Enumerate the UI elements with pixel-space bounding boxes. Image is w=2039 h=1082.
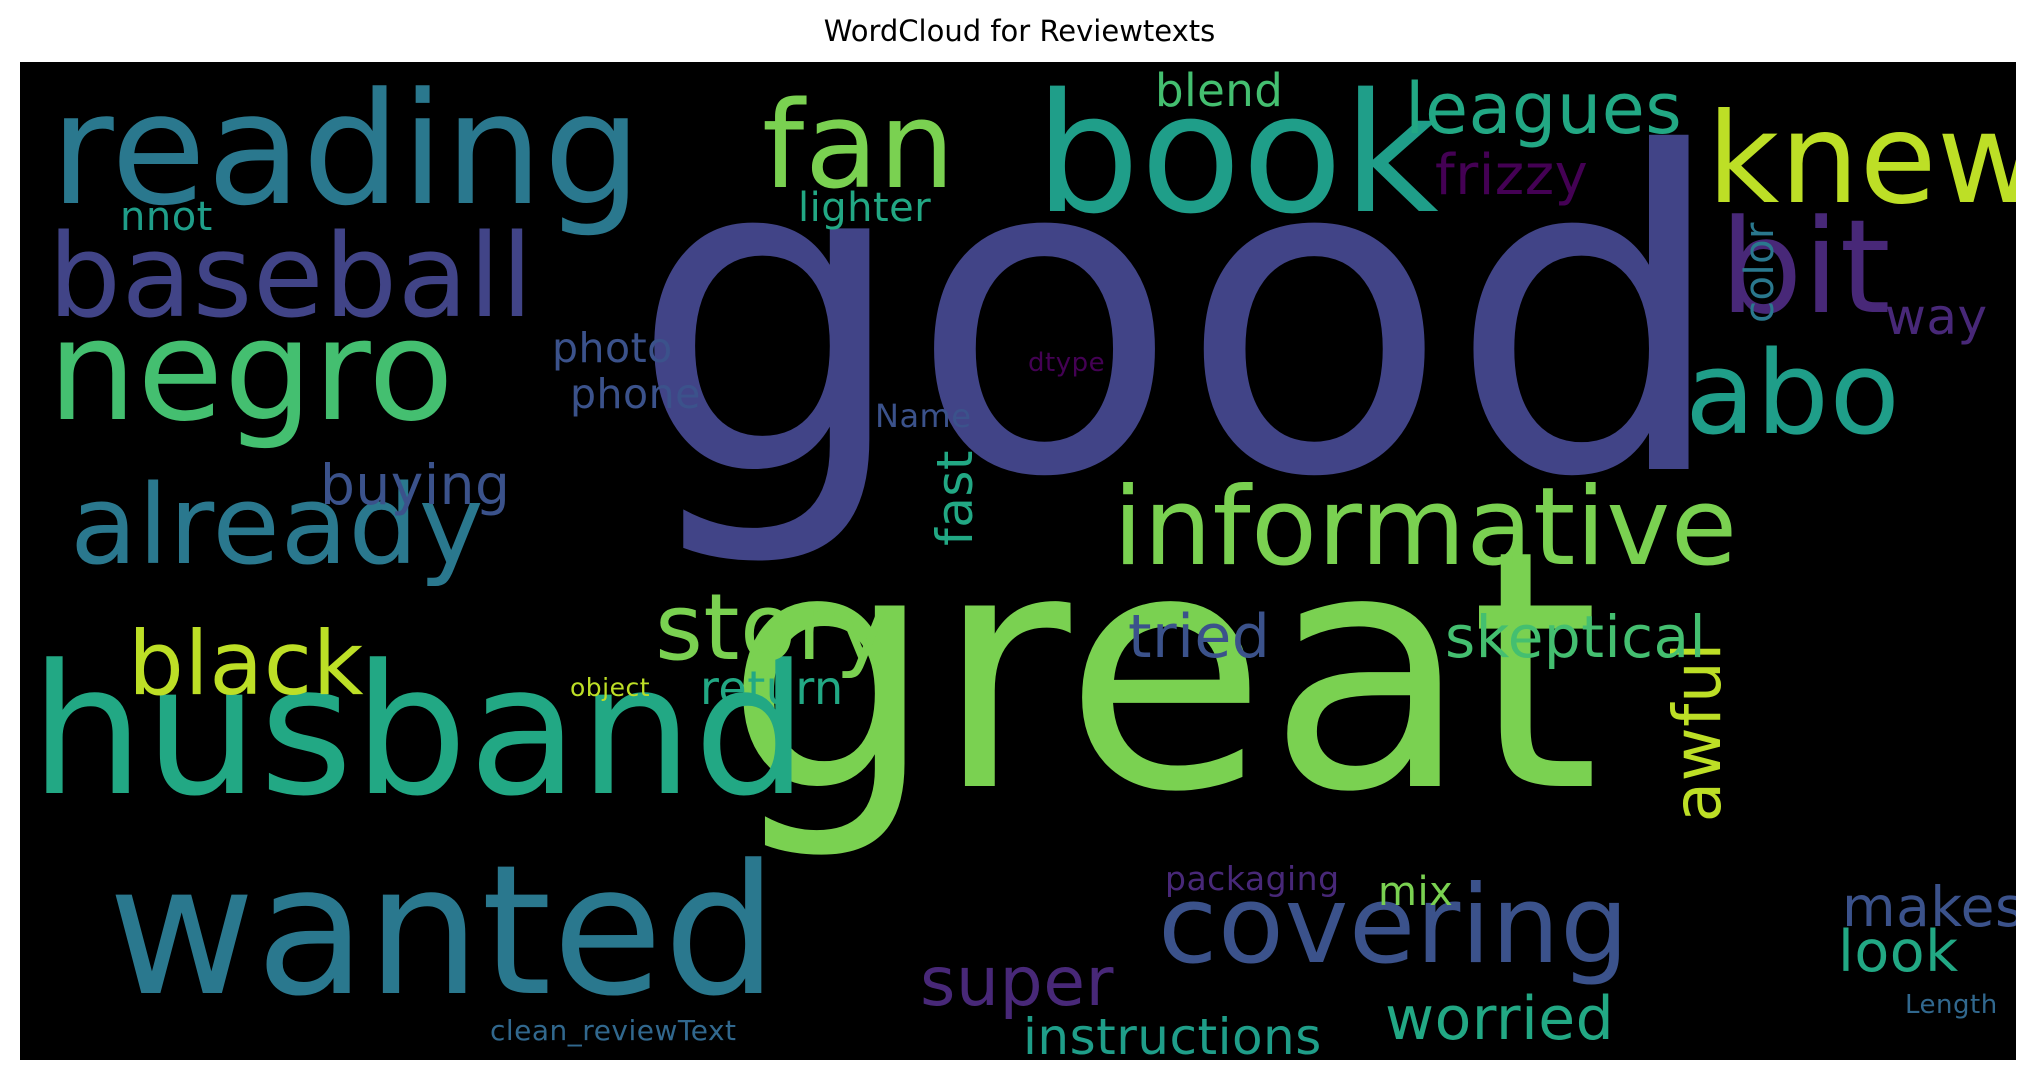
word-length: Length [1905, 990, 1998, 1020]
word-husband: husband [30, 627, 809, 836]
word-frizzy: frizzy [1435, 143, 1589, 208]
word-informative: informative [1113, 465, 1738, 590]
word-way: way [1885, 288, 1988, 346]
word-black: black [128, 612, 365, 715]
word-nnot: nnot [120, 194, 213, 240]
word-good: good [630, 62, 1729, 573]
word-worried: worried [1385, 984, 1615, 1054]
word-look: look [1838, 919, 1959, 985]
word-tried: tried [1128, 602, 1271, 672]
word-fast: fast [926, 450, 984, 546]
word-return: return [700, 661, 844, 715]
word-wanted: wanted [108, 827, 779, 1036]
word-great: great [725, 480, 1601, 864]
word-already: already [70, 461, 485, 589]
word-knew: knew [1707, 87, 2016, 232]
word-dtype: dtype [1028, 348, 1106, 378]
word-bit: bit [1720, 191, 1892, 343]
word-instructions: instructions [1023, 1008, 1322, 1060]
word-buying: buying [320, 453, 511, 517]
word-name: Name [875, 397, 972, 435]
word-phone: phone [570, 370, 701, 418]
word-leagues: leagues [1405, 68, 1683, 150]
word-clean-reviewtext: clean_reviewText [490, 1014, 737, 1047]
figure-title: WordCloud for Reviewtexts [823, 14, 1216, 48]
word-mix: mix [1378, 869, 1454, 915]
word-fan: fan [762, 77, 956, 216]
word-covering: covering [1158, 863, 1630, 988]
word-reading: reading [50, 62, 643, 240]
word-book: book [1035, 62, 1440, 250]
word-photo: photo [552, 324, 673, 372]
word-super: super [920, 943, 1114, 1022]
word-baseball: baseball [48, 210, 534, 344]
word-cloud: good great husband wanted reading book f… [20, 62, 2016, 1060]
word-skeptical: skeptical [1445, 603, 1707, 671]
word-makes: makes [1842, 875, 2016, 939]
word-lighter: lighter [798, 185, 932, 231]
word-packaging: packaging [1165, 859, 1340, 898]
word-object: object [570, 673, 651, 702]
word-blend: blend [1155, 64, 1284, 117]
word-negro: negro [48, 290, 455, 453]
word-abo: abo [1685, 327, 1901, 461]
word-story: story [655, 574, 891, 681]
word-color: color [1737, 222, 1783, 323]
